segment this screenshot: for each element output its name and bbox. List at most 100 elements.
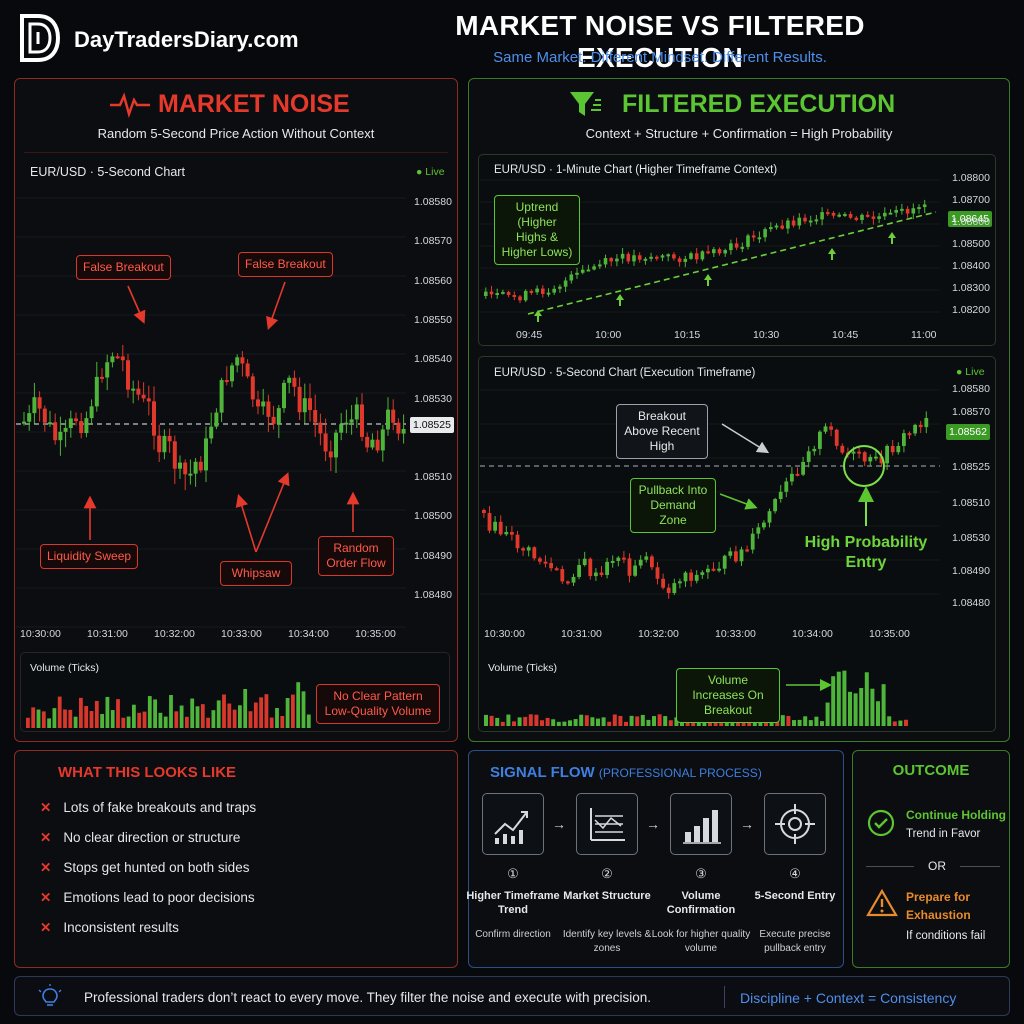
- volume-bar: [110, 710, 115, 728]
- flow-arrow-icon: →: [552, 816, 566, 832]
- htf-y-label: 1.08400: [952, 260, 990, 272]
- volume-bar: [652, 716, 656, 726]
- left-x-label: 10:34:00: [288, 628, 329, 640]
- candle-body: [552, 288, 556, 293]
- candle-body: [885, 445, 889, 464]
- candle-body: [689, 253, 693, 259]
- candle-body: [541, 288, 545, 294]
- outcome-hold-title: Continue Holding: [906, 808, 1006, 822]
- htf-x-label: 09:45: [516, 329, 543, 341]
- exec-candle-chart[interactable]: [480, 380, 940, 620]
- exec-y-label: 1.08480: [952, 597, 990, 609]
- volume-bar: [248, 711, 253, 728]
- candle-body: [546, 292, 551, 295]
- exec-y-label: 1.08490: [952, 565, 990, 577]
- looks-like-item: ✕ Stops get hunted on both sides: [40, 860, 249, 876]
- volume-bar: [612, 714, 617, 726]
- looks-like-item: ✕ Inconsistent results: [40, 920, 179, 936]
- volume-bar: [105, 696, 110, 728]
- candle-body: [683, 258, 688, 262]
- candle-body: [183, 462, 188, 475]
- volume-bar: [836, 671, 841, 726]
- candle-body: [94, 376, 99, 407]
- candle-body: [655, 567, 660, 579]
- candle-body: [843, 214, 847, 217]
- candle-body: [848, 214, 853, 218]
- candle-body: [745, 549, 749, 552]
- htf-candle-chart[interactable]: [480, 170, 940, 325]
- false-breakout-tag-2: False Breakout: [238, 252, 333, 277]
- candle-body: [894, 209, 898, 213]
- candle-body: [120, 356, 125, 361]
- volume-bar: [200, 704, 205, 728]
- candle-body: [823, 426, 828, 432]
- exec-x-label: 10:34:00: [792, 628, 833, 640]
- candle-body: [535, 288, 539, 293]
- volume-bar: [68, 709, 73, 728]
- candle-body: [729, 243, 733, 251]
- candle-body: [706, 251, 710, 254]
- candle-body: [615, 258, 619, 262]
- volume-bar: [169, 694, 173, 728]
- candle-body: [588, 558, 593, 577]
- filtered-execution-subtitle: Context + Structure + Confirmation = Hig…: [585, 126, 893, 141]
- volume-bar: [147, 696, 152, 728]
- volume-bar: [190, 698, 195, 728]
- candle-body: [526, 547, 531, 551]
- candle-body: [58, 431, 63, 441]
- candle-body: [694, 253, 699, 260]
- candle-body: [879, 456, 884, 464]
- candle-body: [638, 559, 643, 566]
- outcome-hold-desc: Trend in Favor: [906, 828, 981, 840]
- htf-y-label: 1.08300: [952, 282, 990, 294]
- candle-body: [840, 445, 845, 453]
- volume-bar: [573, 719, 578, 726]
- volume-bar: [79, 697, 83, 728]
- candle-body: [918, 424, 923, 428]
- candle-body: [769, 227, 773, 230]
- candle-body: [484, 291, 488, 296]
- left-x-label: 10:30:00: [20, 628, 61, 640]
- lightbulb-icon: [38, 984, 62, 1006]
- looks-like-title: WHAT THIS LOOKS LIKE: [58, 764, 237, 781]
- exec-x-label: 10:31:00: [561, 628, 602, 640]
- volume-bar: [84, 706, 89, 728]
- volume-bar: [195, 706, 200, 728]
- volume-bar: [534, 714, 539, 726]
- candle-body: [27, 413, 32, 422]
- filtered-execution-title: FILTERED EXECUTION: [622, 90, 896, 118]
- volume-bar: [73, 716, 78, 728]
- market-noise-title: MARKET NOISE: [158, 90, 350, 118]
- htf-x-label: 10:45: [832, 329, 859, 341]
- candle-body: [862, 452, 867, 462]
- candle-body: [354, 404, 359, 420]
- volume-bar: [253, 702, 258, 728]
- volume-bar: [657, 714, 662, 726]
- candle-body: [723, 250, 727, 254]
- candle-body: [287, 377, 292, 383]
- brand-logo: [18, 12, 62, 64]
- higher-low-arrow-icon: [616, 294, 624, 306]
- candle-body: [677, 258, 682, 262]
- volume-bar: [842, 670, 847, 726]
- cross-icon: ✕: [40, 890, 52, 905]
- brand-name[interactable]: DayTradersDiary.com: [74, 27, 299, 52]
- candle-body: [141, 394, 146, 399]
- candle-body: [808, 220, 813, 223]
- candle-body: [672, 583, 677, 593]
- left-y-label: 1.08570: [414, 235, 452, 248]
- signal-flow-title-suffix: (PROFESSIONAL PROCESS): [598, 766, 762, 780]
- volume-bar: [691, 721, 696, 726]
- volume-bar: [137, 712, 142, 728]
- candle-body: [632, 255, 636, 262]
- candle-body: [37, 397, 42, 409]
- candle-body: [622, 557, 626, 560]
- candle-body: [198, 461, 203, 471]
- left-x-label: 10:35:00: [355, 628, 396, 640]
- candle-body: [245, 363, 250, 377]
- candle-body: [209, 426, 214, 439]
- volume-bar: [551, 719, 556, 726]
- cross-icon: ✕: [40, 830, 52, 845]
- breakout-note: Breakout Above Recent High: [616, 404, 708, 459]
- candle-body: [751, 235, 756, 238]
